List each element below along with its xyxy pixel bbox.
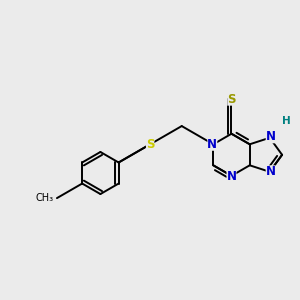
Text: N: N [266,130,276,143]
Text: S: S [227,93,236,106]
Text: N: N [266,165,276,178]
Text: N: N [226,170,236,183]
Text: N: N [207,138,217,151]
Text: H: H [282,116,291,126]
Text: CH₃: CH₃ [36,193,54,203]
Text: S: S [146,138,154,151]
